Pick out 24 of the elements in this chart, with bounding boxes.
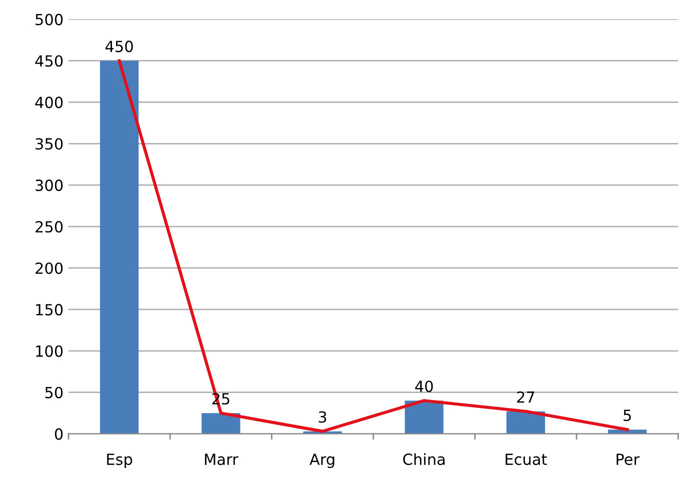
y-tick-label: 400 — [35, 96, 63, 108]
x-tick-label: Per — [616, 454, 640, 466]
y-tick-label: 0 — [54, 428, 63, 440]
y-tick-label: 50 — [45, 386, 63, 398]
line-series — [118, 59, 629, 433]
x-tick-label: Esp — [107, 454, 132, 468]
y-tick-label: 150 — [36, 304, 63, 316]
x-tick-label: Arg — [310, 454, 334, 468]
data-label: 40 — [415, 380, 433, 392]
y-tick-label: 200 — [36, 262, 63, 274]
y-tick-label: 100 — [36, 345, 63, 357]
y-tick-label: 450 — [35, 55, 63, 67]
x-tick-label: Marr — [204, 454, 238, 466]
data-label: 3 — [318, 411, 326, 423]
data-label: 450 — [105, 40, 133, 52]
y-tick-label: 300 — [36, 180, 63, 192]
y-tick-label: 500 — [36, 14, 63, 26]
y-tick-label: 250 — [36, 221, 63, 233]
data-label: 27 — [517, 391, 534, 403]
x-tick-label: Ecuat — [506, 454, 547, 466]
bar — [100, 60, 139, 434]
x-tick-label: China — [403, 453, 445, 466]
data-label: 5 — [624, 410, 631, 422]
y-tick-label: 350 — [36, 138, 63, 150]
